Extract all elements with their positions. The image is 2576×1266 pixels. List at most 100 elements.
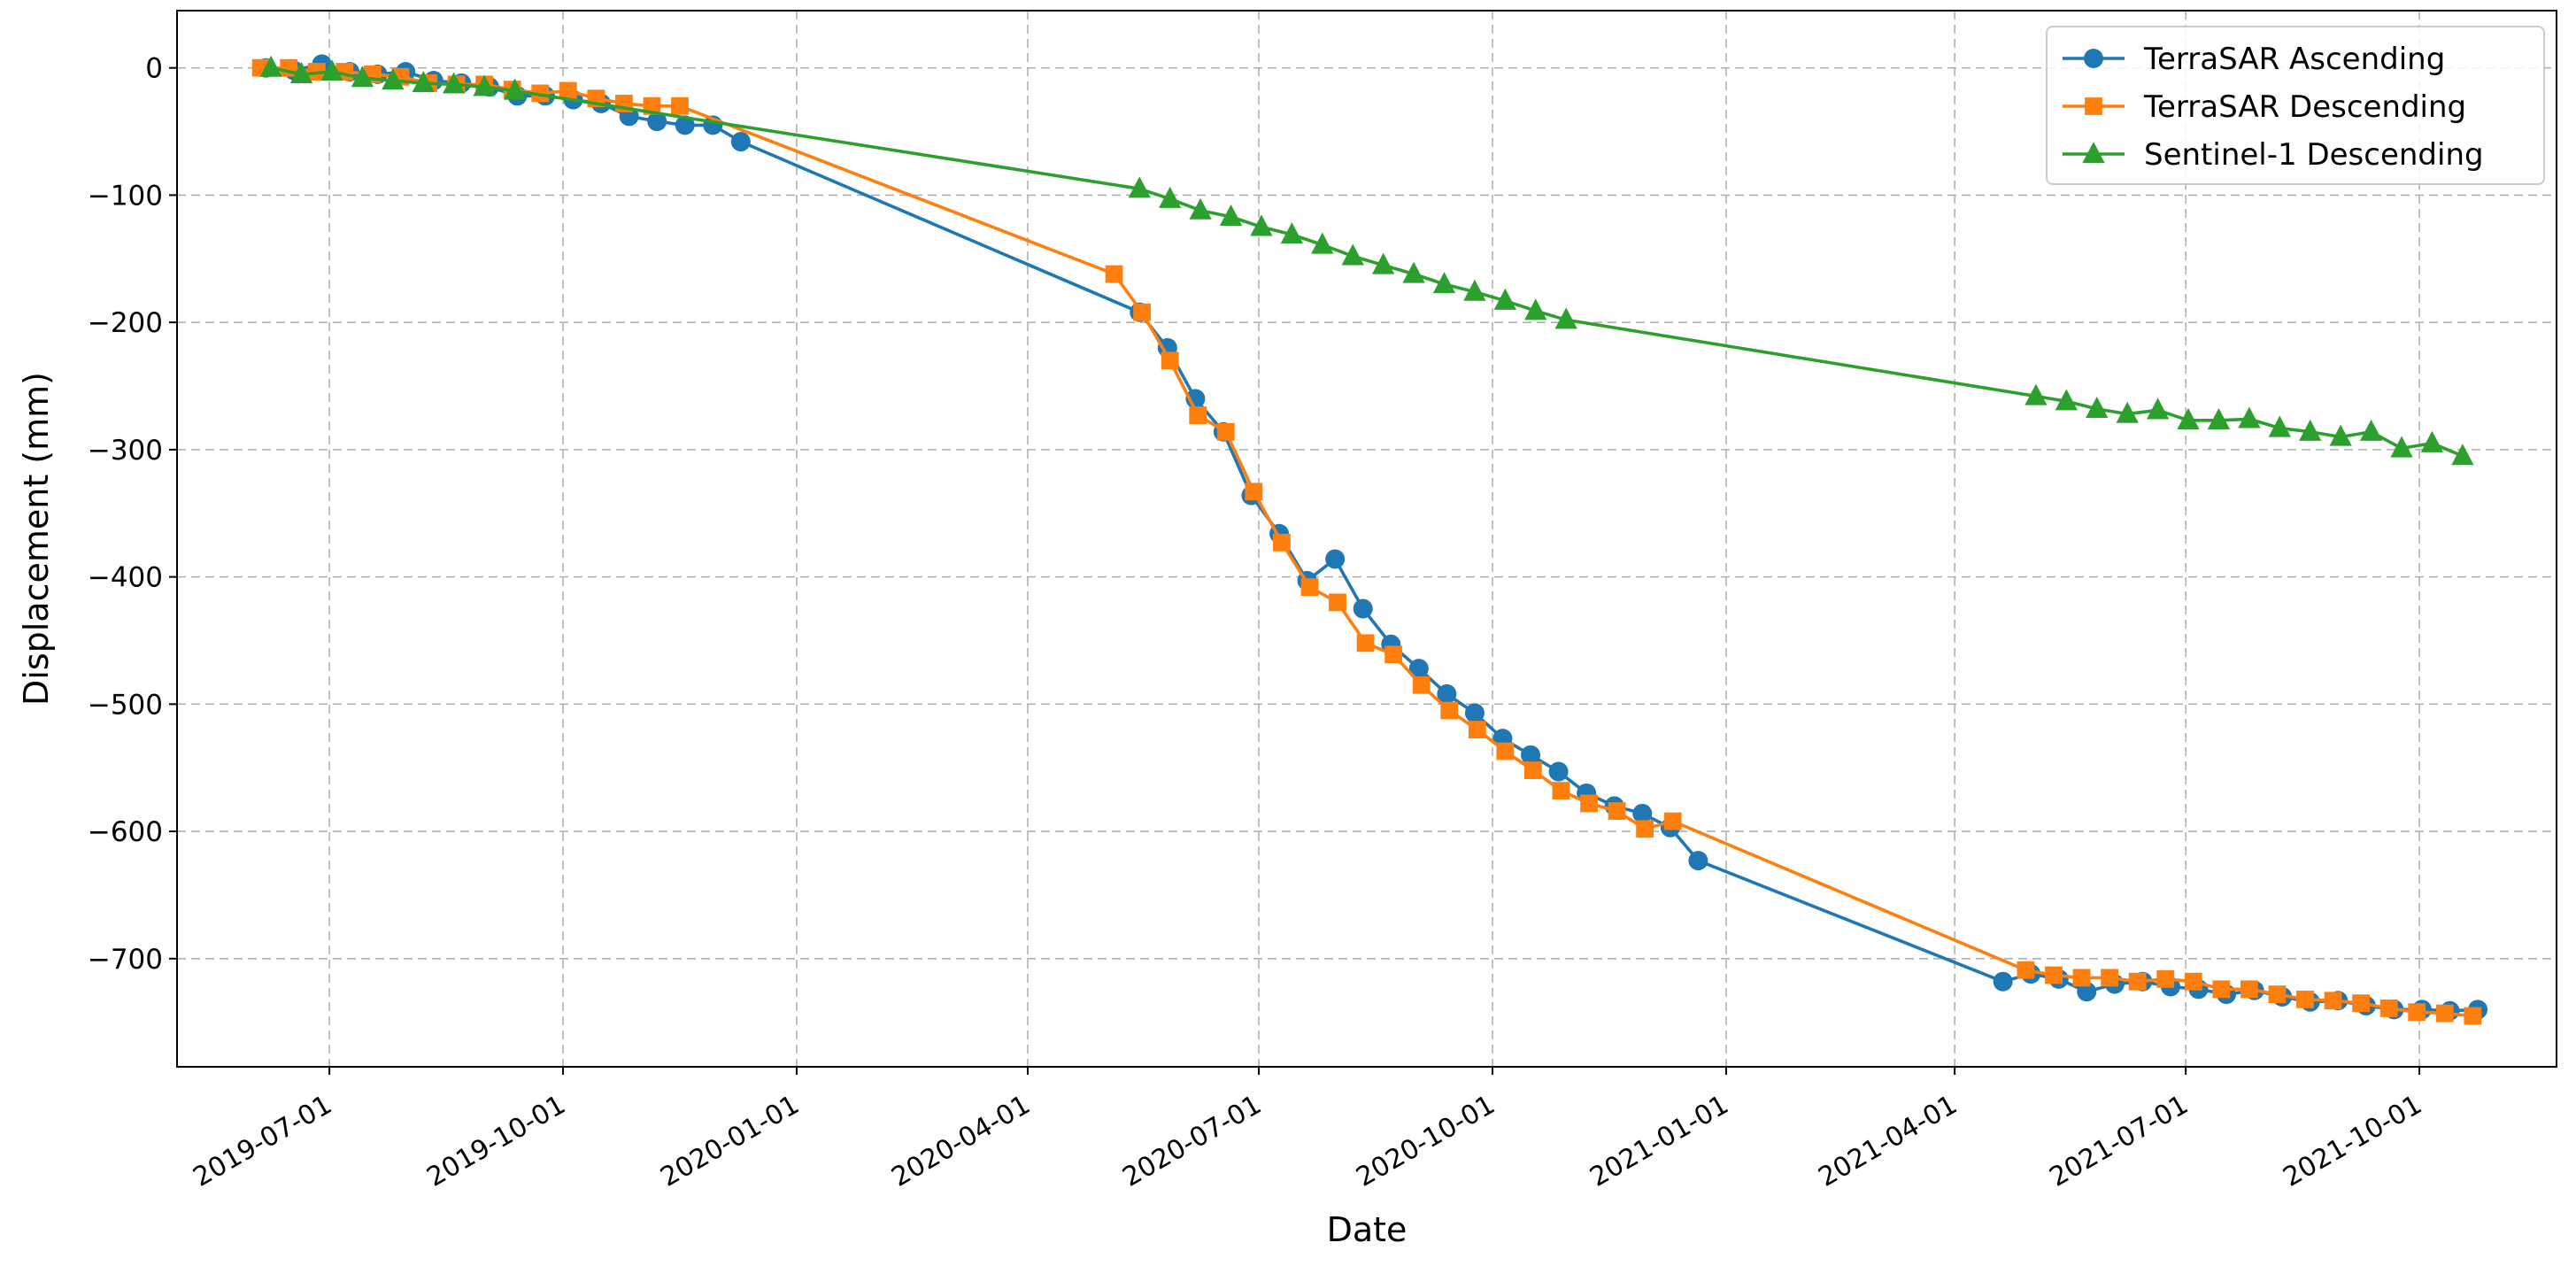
data-point — [1189, 197, 1212, 220]
legend-label: TerraSAR Ascending — [2143, 42, 2445, 77]
series-layer — [251, 54, 2488, 1025]
y-tick-label: −400 — [88, 562, 163, 594]
data-point — [2359, 419, 2383, 441]
data-point — [1432, 272, 1456, 294]
data-point — [320, 59, 343, 81]
data-point — [2077, 982, 2097, 1002]
data-point — [289, 61, 313, 83]
y-tick-label: −200 — [88, 307, 163, 339]
data-point — [1300, 578, 1319, 597]
data-point — [259, 55, 282, 77]
data-point — [730, 132, 751, 152]
data-point — [2072, 969, 2091, 987]
y-axis-title: Displacement (mm) — [17, 372, 56, 706]
data-point — [2299, 419, 2322, 441]
data-point — [1632, 803, 1653, 823]
data-point — [1311, 232, 1334, 254]
data-point — [2101, 969, 2119, 987]
x-axis-title: Date — [1327, 1210, 1408, 1249]
data-point — [2212, 980, 2231, 999]
data-point — [2329, 424, 2352, 446]
data-point — [1216, 422, 1235, 441]
data-point — [2116, 401, 2139, 423]
legend-label: Sentinel-1 Descending — [2144, 137, 2484, 173]
data-point — [503, 78, 527, 100]
legend-item: TerraSAR Descending — [2063, 89, 2466, 125]
data-point — [2085, 97, 2102, 115]
data-point — [1496, 742, 1515, 760]
data-point — [473, 74, 496, 96]
grid — [177, 11, 2557, 1067]
data-point — [2025, 383, 2048, 405]
data-point — [1189, 406, 1207, 424]
data-point — [2268, 415, 2291, 437]
data-point — [1554, 307, 1577, 329]
data-point — [1688, 851, 1708, 871]
data-point — [1552, 782, 1570, 799]
data-point — [2086, 396, 2109, 419]
data-point — [1250, 214, 1273, 236]
legend: TerraSAR Ascending TerraSAR Descending Sen… — [2046, 26, 2545, 185]
data-point — [2184, 972, 2202, 991]
data-point — [412, 71, 435, 93]
data-point — [1580, 794, 1598, 813]
data-point — [2390, 436, 2413, 458]
data-point — [1993, 971, 2013, 992]
legend-box — [2046, 26, 2545, 185]
data-point — [647, 112, 667, 132]
data-point — [1325, 549, 1346, 569]
data-point — [1371, 252, 1395, 274]
y-tick-label: −100 — [88, 180, 163, 212]
data-point — [2238, 406, 2261, 428]
y-tick-label: −600 — [88, 816, 163, 848]
data-point — [2379, 999, 2398, 1017]
plot-frame — [176, 10, 2557, 1068]
legend-item: Sentinel-1 Descending — [2063, 137, 2484, 173]
data-point — [2296, 990, 2314, 1008]
data-point — [1161, 351, 1179, 370]
data-point — [2156, 969, 2175, 988]
data-point — [1464, 703, 1485, 723]
data-point — [1412, 675, 1431, 694]
data-point — [1524, 761, 1542, 779]
data-point — [2146, 398, 2170, 420]
data-point — [559, 81, 577, 100]
data-point — [1636, 820, 1654, 838]
data-point — [2420, 430, 2444, 452]
data-point — [2055, 389, 2078, 411]
data-point — [1384, 645, 1403, 664]
data-point — [382, 68, 405, 90]
y-tick-label: 0 — [145, 53, 163, 85]
data-point — [2240, 980, 2258, 999]
data-point — [1437, 683, 1457, 704]
data-point — [2084, 49, 2103, 68]
data-point — [1524, 298, 1547, 320]
data-point — [675, 115, 695, 135]
data-point — [2268, 985, 2287, 1003]
data-point — [1402, 261, 1425, 283]
data-point — [2435, 1004, 2454, 1023]
data-point — [2207, 407, 2231, 429]
data-point — [1548, 761, 1569, 782]
data-point — [1608, 802, 1626, 820]
data-point — [1341, 243, 1364, 266]
data-point — [2324, 992, 2342, 1010]
series-sentinel-1-descending — [259, 55, 2474, 466]
legend-item: TerraSAR Ascending — [2063, 42, 2445, 77]
data-point — [2128, 972, 2147, 991]
data-point — [671, 96, 689, 115]
data-point — [1468, 721, 1486, 739]
y-tick-label: −300 — [88, 435, 163, 467]
data-point — [2451, 444, 2474, 466]
data-point — [2017, 961, 2035, 979]
data-point — [1521, 745, 1541, 765]
data-point — [1463, 279, 1486, 301]
data-point — [1245, 482, 1263, 501]
data-point — [1280, 222, 1304, 244]
data-point — [2352, 994, 2371, 1013]
data-point — [1440, 701, 1459, 720]
legend-label: TerraSAR Descending — [2143, 89, 2466, 125]
data-point — [1133, 303, 1152, 321]
